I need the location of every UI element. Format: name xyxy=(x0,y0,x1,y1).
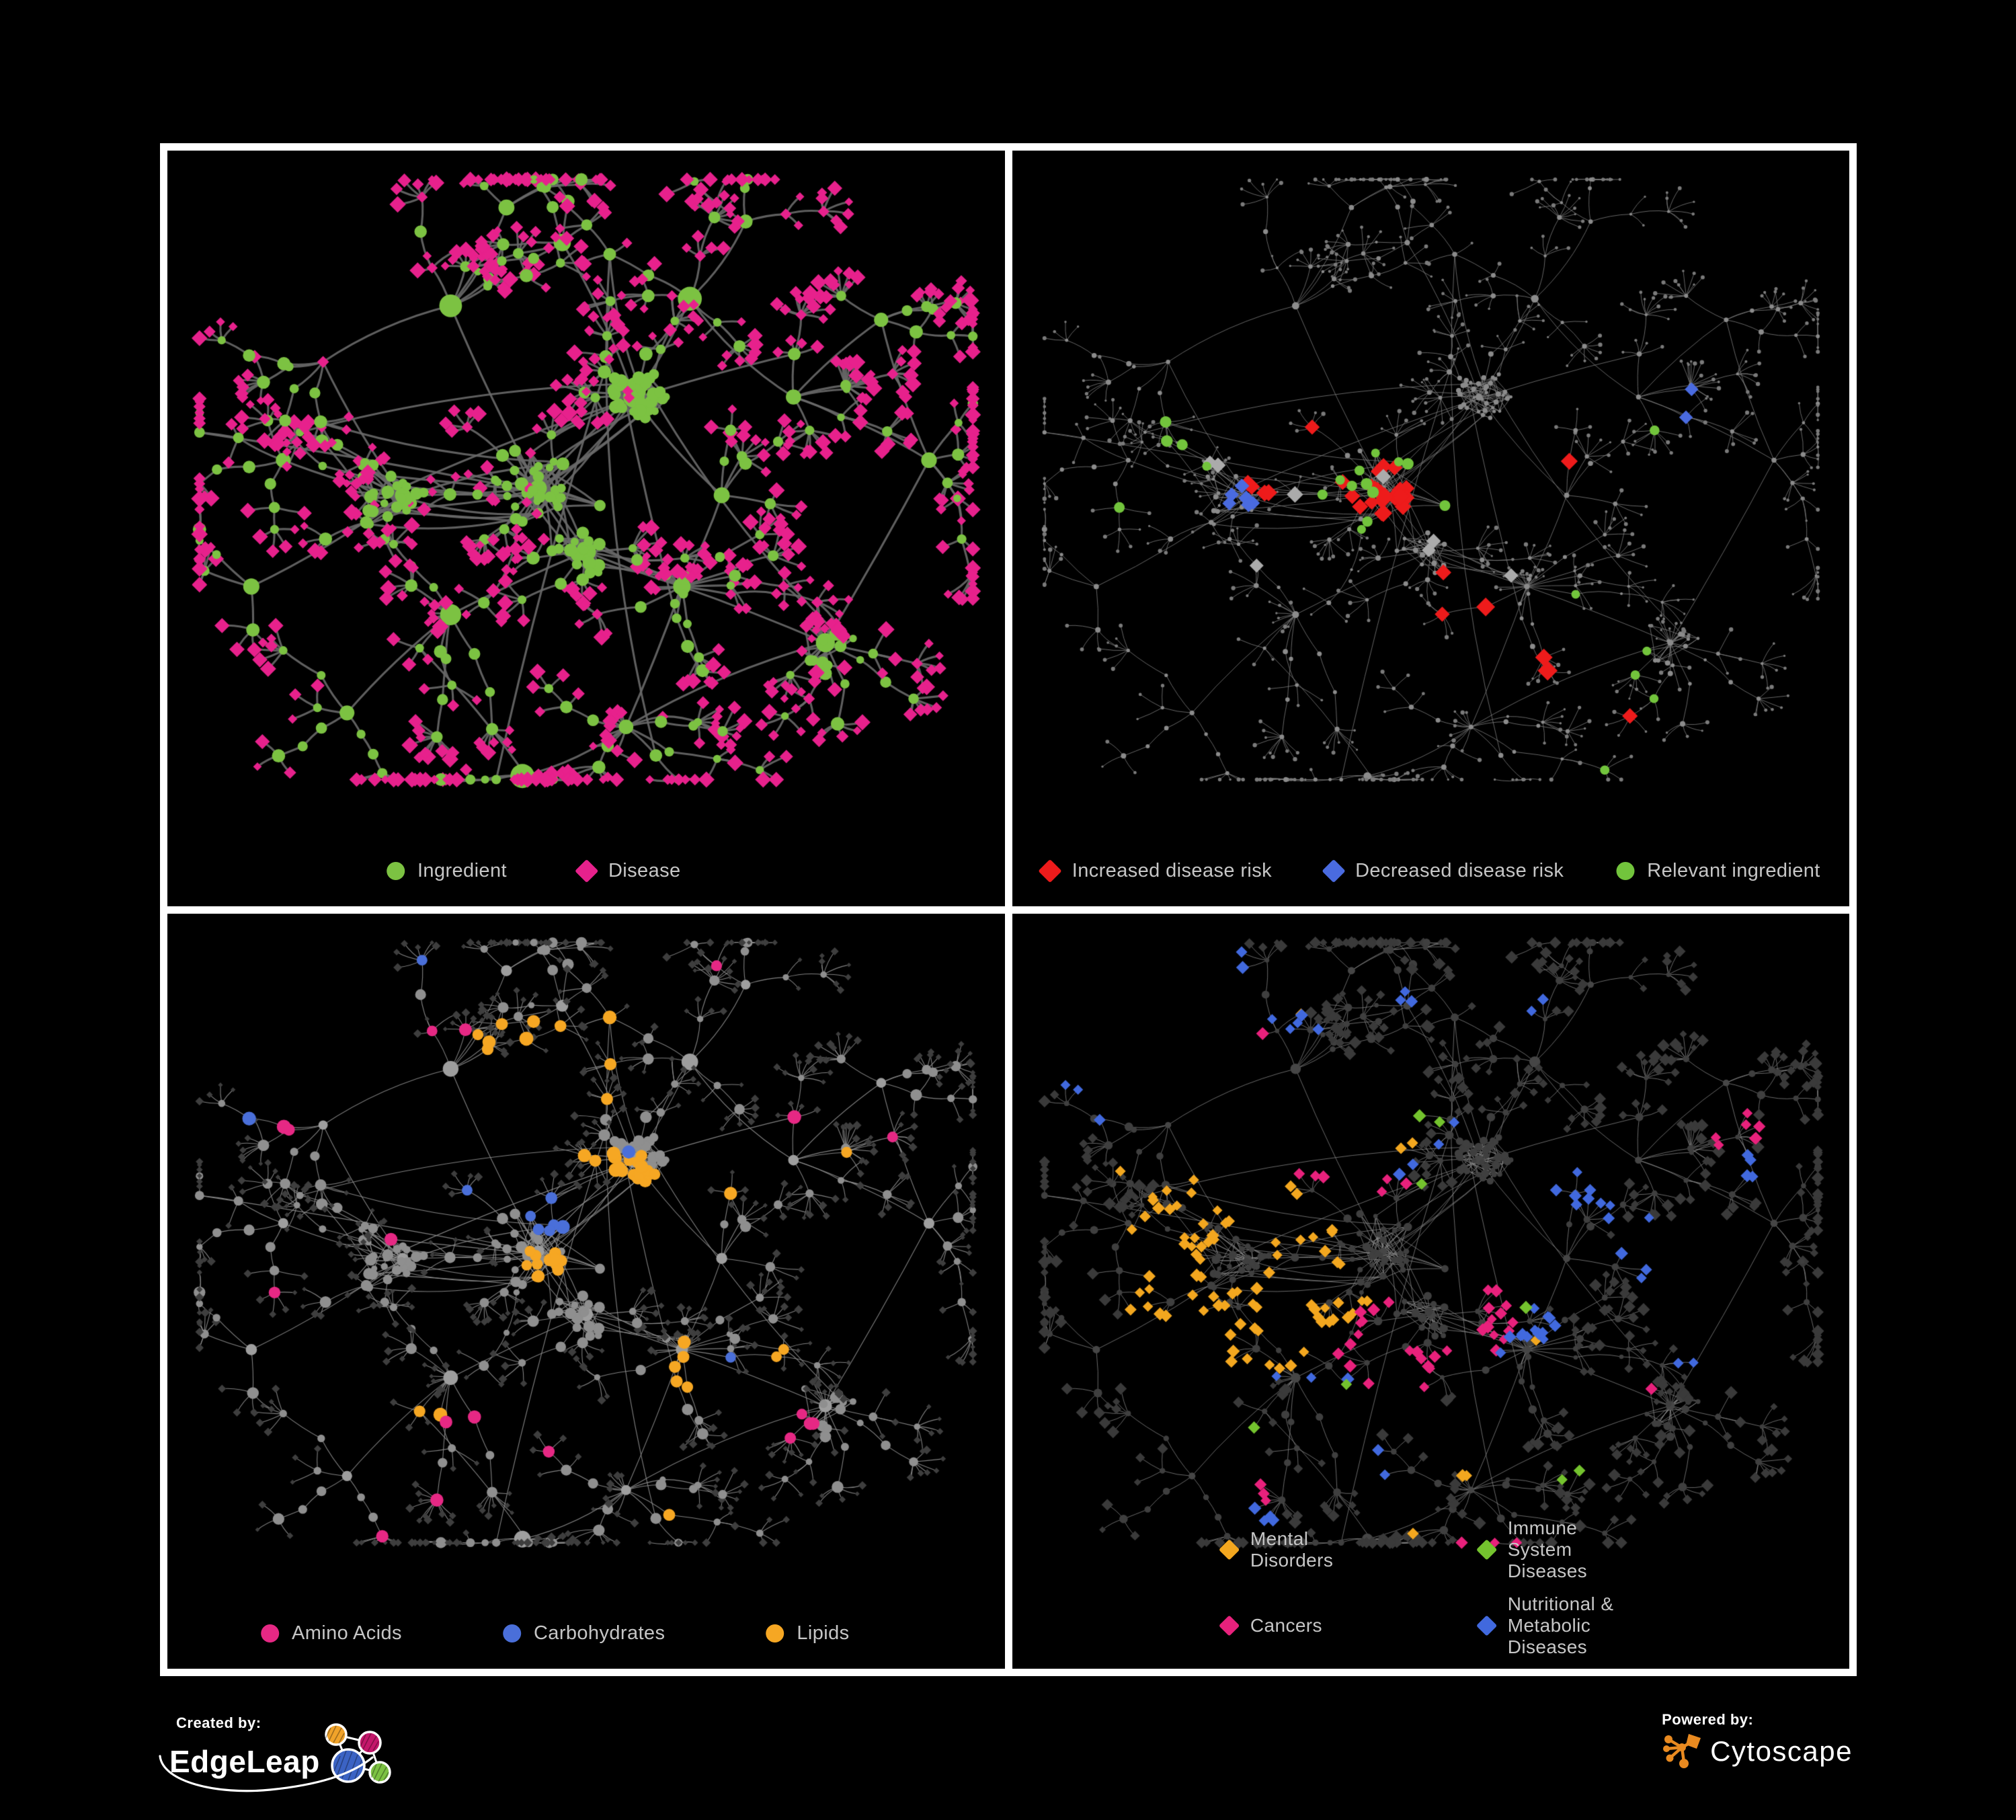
carbohydrates-circle-icon xyxy=(502,1624,521,1643)
edgeleap-branding: Created by: EdgeLeap xyxy=(159,1706,515,1814)
cytoscape-wordmark: Cytoscape xyxy=(1710,1735,1853,1767)
nutritional-metabolic-diamond-icon xyxy=(1476,1615,1498,1636)
legend-item-increased-risk: Increased disease risk xyxy=(1038,859,1273,883)
figure-grid: Ingredient Disease Increased disease ris… xyxy=(160,143,1857,1676)
mental-disorders-diamond-icon xyxy=(1219,1539,1240,1560)
decreased-risk-diamond-icon xyxy=(1321,859,1346,883)
panel-disease-risk: Increased disease risk Decreased disease… xyxy=(1012,151,1849,906)
cytoscape-network-icon xyxy=(1663,1734,1701,1768)
legend-item-mental-disorders: Mental Disorders xyxy=(1219,1517,1378,1582)
cytoscape-logo: Cytoscape xyxy=(1662,1733,1853,1770)
legend-item-disease: Disease xyxy=(574,859,681,883)
increased-risk-diamond-icon xyxy=(1038,859,1062,883)
legend-label: Carbohydrates xyxy=(533,1622,666,1644)
network-canvas-disease-classes xyxy=(1012,913,1849,1669)
network-canvas-ingredient-disease xyxy=(167,151,1005,906)
network-canvas-ingredient-classes xyxy=(167,913,1005,1669)
panel-disease-classes: Mental Disorders Immune System Diseases … xyxy=(1012,913,1849,1669)
legend-label: Disease xyxy=(608,859,681,881)
network-canvas-disease-risk xyxy=(1012,151,1849,906)
legend-item-carbohydrates: Carbohydrates xyxy=(502,1622,666,1645)
legend-item-immune-system-diseases: Immune System Diseases xyxy=(1476,1517,1640,1582)
legend-ingredient-disease: Ingredient Disease xyxy=(386,859,681,883)
legend-label: Mental Disorders xyxy=(1250,1528,1334,1571)
legend-label: Lipids xyxy=(797,1622,850,1644)
cancers-diamond-icon xyxy=(1219,1615,1240,1636)
panel-ingredient-classes: Amino Acids Carbohydrates Lipids xyxy=(167,913,1005,1669)
amino-acids-circle-icon xyxy=(260,1624,279,1643)
legend-item-cancers: Cancers xyxy=(1219,1593,1378,1658)
edgeleap-logo: EdgeLeap xyxy=(169,1723,395,1794)
legend-item-amino-acids: Amino Acids xyxy=(260,1622,402,1645)
powered-by-label: Powered by: xyxy=(1662,1711,1754,1728)
legend-label: Increased disease risk xyxy=(1072,859,1273,881)
legend-ingredient-classes: Amino Acids Carbohydrates Lipids xyxy=(260,1622,850,1645)
ingredient-circle-icon xyxy=(386,861,405,880)
legend-item-nutritional-metabolic-diseases: Nutritional & Metabolic Diseases xyxy=(1476,1593,1640,1658)
legend-item-decreased-risk: Decreased disease risk xyxy=(1321,859,1564,883)
lipids-circle-icon xyxy=(766,1624,784,1643)
legend-item-ingredient: Ingredient xyxy=(386,859,507,882)
legend-label: Ingredient xyxy=(417,859,507,881)
edgeleap-wordmark: EdgeLeap xyxy=(169,1744,320,1779)
disease-diamond-icon xyxy=(574,859,599,883)
panel-ingredient-disease: Ingredient Disease xyxy=(167,151,1005,906)
legend-item-relevant-ingredient: Relevant ingredient xyxy=(1616,860,1820,882)
legend-label: Cancers xyxy=(1250,1615,1322,1636)
legend-label: Decreased disease risk xyxy=(1355,859,1564,881)
legend-disease-risk: Increased disease risk Decreased disease… xyxy=(1038,859,1820,883)
legend-label: Relevant ingredient xyxy=(1647,859,1820,881)
immune-system-diseases-diamond-icon xyxy=(1476,1539,1498,1560)
relevant-ingredient-circle-icon xyxy=(1616,861,1635,880)
legend-label: Nutritional & Metabolic Diseases xyxy=(1507,1593,1614,1657)
legend-label: Amino Acids xyxy=(291,1622,402,1644)
legend-item-lipids: Lipids xyxy=(766,1622,849,1645)
edgeleap-network-icon xyxy=(325,1723,391,1784)
created-by-label: Created by: xyxy=(176,1714,261,1731)
legend-disease-classes: Mental Disorders Immune System Diseases … xyxy=(1219,1517,1640,1658)
cytoscape-branding: Powered by: Cytoscape xyxy=(1662,1711,1853,1770)
legend-label: Immune System Diseases xyxy=(1507,1517,1588,1581)
